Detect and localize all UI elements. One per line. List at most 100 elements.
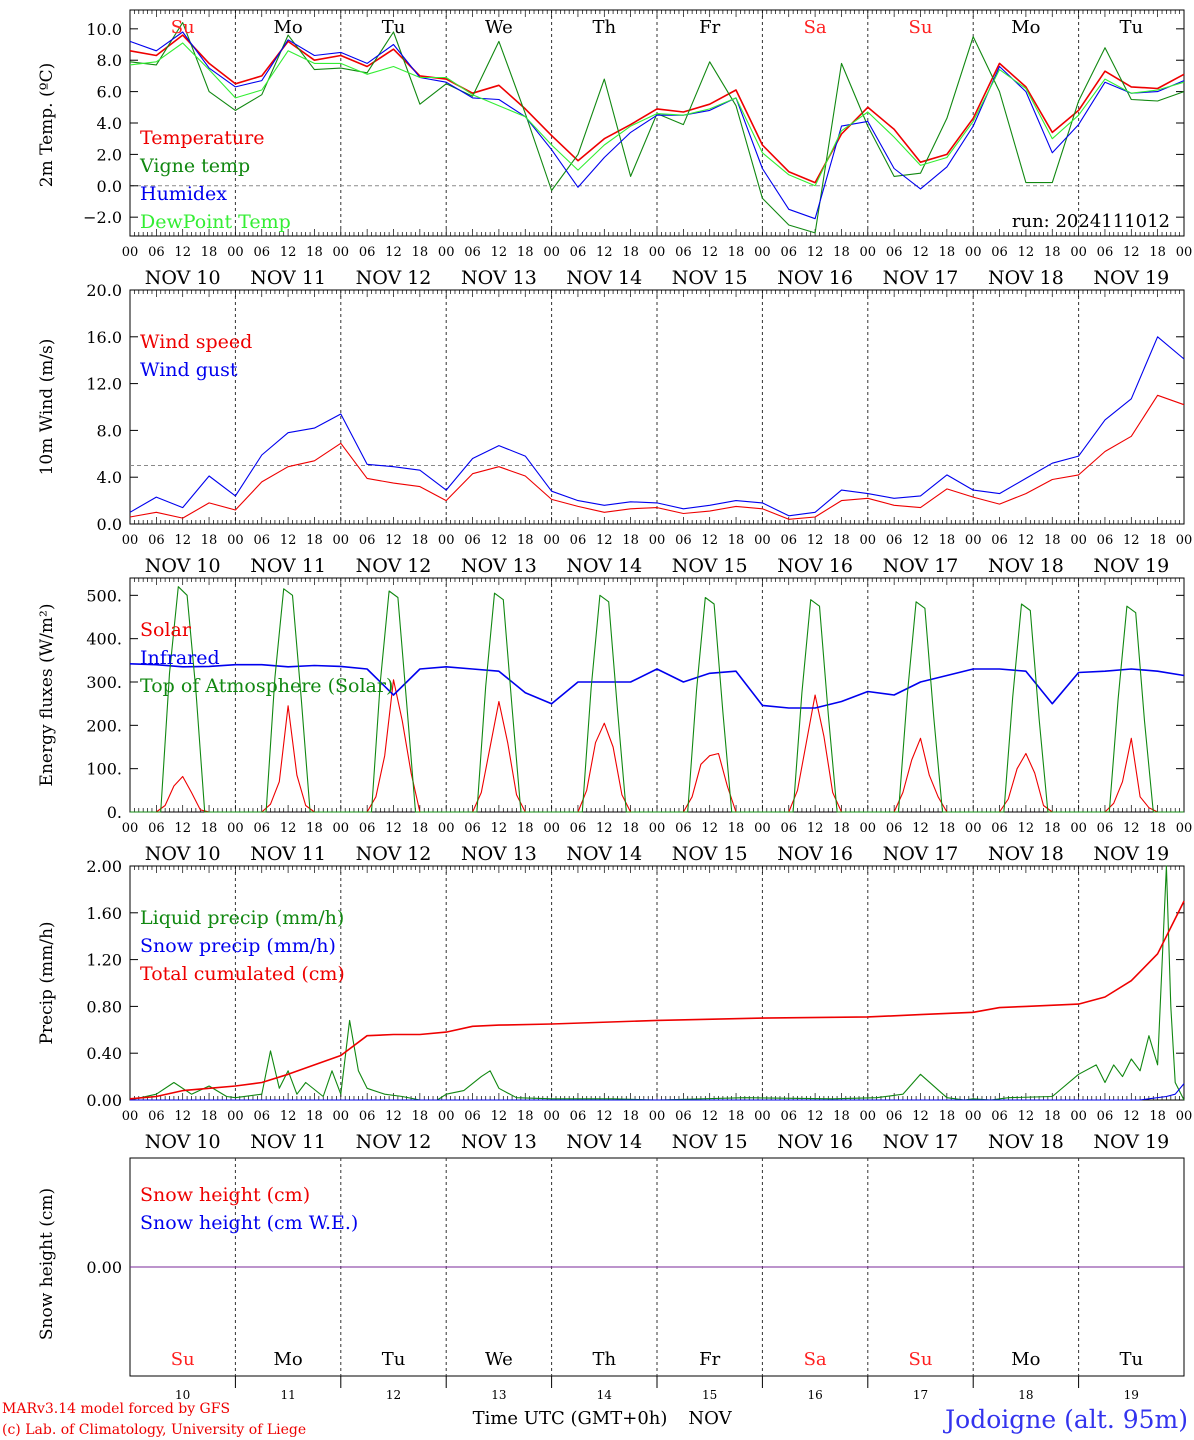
date-label: NOV 11	[250, 555, 326, 577]
hour-tick-label: 12	[491, 1109, 508, 1124]
legend-entry: DewPoint Temp	[140, 211, 291, 233]
date-label: NOV 17	[883, 1131, 959, 1153]
y-axis-label: 10m Wind (m/s)	[37, 339, 57, 476]
date-label: NOV 11	[250, 1131, 326, 1153]
y-tick-label: 2.0	[97, 145, 122, 164]
hour-tick-label: 00	[649, 821, 666, 836]
weekday-label: Fr	[699, 1349, 720, 1370]
date-label: NOV 11	[250, 843, 326, 865]
date-label: NOV 17	[883, 843, 959, 865]
hour-tick-label: 12	[807, 245, 824, 260]
legend-entry: Infrared	[140, 647, 220, 669]
weekday-label: Mo	[273, 1349, 302, 1370]
hour-tick-label: 06	[886, 245, 903, 260]
hour-tick-label: 18	[201, 245, 218, 260]
date-label: NOV 15	[672, 555, 748, 577]
series-line-green	[129, 865, 1185, 1101]
hour-tick-label: 18	[1149, 1109, 1166, 1124]
hour-tick-label: 12	[701, 533, 718, 548]
date-label: NOV 16	[777, 843, 853, 865]
hour-tick-label: 00	[543, 533, 560, 548]
hour-tick-label: 06	[991, 821, 1008, 836]
hour-tick-label: 06	[780, 245, 797, 260]
hour-tick-label: 00	[860, 1109, 877, 1124]
y-tick-label: 400.	[86, 630, 122, 649]
hour-tick-label: 12	[912, 245, 929, 260]
legend-entry: Snow height (cm W.E.)	[140, 1212, 358, 1234]
hour-tick-label: 12	[174, 1109, 191, 1124]
hour-tick-label: 18	[201, 1109, 218, 1124]
hour-tick-label: 00	[543, 821, 560, 836]
y-tick-label: 1.20	[86, 951, 122, 970]
weekday-label: Su	[171, 1349, 195, 1370]
day-number-label: 16	[807, 1388, 822, 1402]
hour-tick-label: 06	[780, 821, 797, 836]
hour-tick-label: 18	[517, 1109, 534, 1124]
x-axis-label: Time UTC (GMT+0h)	[473, 1408, 668, 1429]
hour-tick-label: 18	[412, 245, 429, 260]
hour-tick-label: 18	[306, 245, 323, 260]
panel-energy: 0. 100. 200. 300. 400. 500. Energy fluxes (W/m…	[37, 577, 1192, 865]
hour-tick-label: 00	[649, 245, 666, 260]
hour-tick-label: 12	[596, 1109, 613, 1124]
y-tick-label: 100.	[86, 760, 122, 779]
hour-tick-label: 12	[807, 1109, 824, 1124]
day-number-label: 18	[1018, 1388, 1033, 1402]
hour-tick-label: 18	[306, 821, 323, 836]
date-label: NOV 12	[356, 555, 432, 577]
y-tick-label: 200.	[86, 716, 122, 735]
y-tick-label: 0.80	[86, 997, 122, 1016]
y-tick-label: 2.00	[86, 857, 122, 876]
y-tick-label: 0.0	[97, 515, 122, 534]
hour-tick-label: 12	[1018, 1109, 1035, 1124]
y-tick-label: 16.0	[86, 328, 122, 347]
series-line-green	[130, 586, 1184, 813]
hour-tick-label: 00	[1176, 245, 1193, 260]
day-number-label: 13	[491, 1388, 506, 1402]
footer: MARv3.14 model forced by GFS (c) Lab. of…	[2, 1401, 1188, 1438]
panel-temp: 10.0 8.0 6.0 4.0 2.0 0.0 −2.0 2m Temp. (ºC) Temp…	[37, 9, 1193, 289]
hour-tick-label: 18	[201, 533, 218, 548]
hour-tick-label: 00	[649, 533, 666, 548]
hour-tick-label: 12	[491, 533, 508, 548]
hour-tick-label: 00	[965, 533, 982, 548]
hour-tick-label: 06	[1097, 533, 1114, 548]
hour-tick-label: 00	[754, 245, 771, 260]
hour-tick-label: 12	[596, 821, 613, 836]
hour-tick-label: 06	[886, 533, 903, 548]
y-tick-label: −2.0	[83, 208, 122, 227]
hour-tick-label: 12	[385, 245, 402, 260]
date-label: NOV 10	[145, 555, 221, 577]
date-label: NOV 11	[250, 267, 326, 289]
series-line-lightgreen	[129, 42, 1185, 187]
date-label: NOV 18	[988, 843, 1064, 865]
date-label: NOV 18	[988, 555, 1064, 577]
day-number-label: 14	[597, 1388, 613, 1402]
hour-tick-label: 06	[886, 1109, 903, 1124]
date-label: NOV 17	[883, 555, 959, 577]
hour-tick-label: 00	[965, 245, 982, 260]
hour-tick-label: 12	[280, 1109, 297, 1124]
hour-tick-label: 06	[991, 1109, 1008, 1124]
series-line-red	[129, 394, 1185, 520]
hour-tick-label: 18	[1044, 1109, 1061, 1124]
legend-entry: Solar	[140, 619, 192, 641]
date-label: NOV 14	[566, 1131, 642, 1153]
hour-tick-label: 00	[122, 245, 139, 260]
hour-tick-label: 00	[227, 821, 244, 836]
hour-tick-label: 06	[253, 821, 270, 836]
hour-tick-label: 06	[253, 1109, 270, 1124]
date-label: NOV 15	[672, 843, 748, 865]
y-tick-label: 4.0	[97, 468, 122, 487]
hour-tick-label: 06	[675, 245, 692, 260]
hour-tick-label: 06	[1097, 1109, 1114, 1124]
date-label: NOV 17	[883, 267, 959, 289]
hour-tick-label: 06	[780, 1109, 797, 1124]
hour-tick-label: 00	[122, 821, 139, 836]
y-tick-label: 4.0	[97, 114, 122, 133]
weekday-label: Mo	[1011, 17, 1040, 38]
weekday-label: Sa	[804, 1349, 827, 1370]
date-label: NOV 13	[461, 843, 537, 865]
y-tick-label: 0.40	[86, 1044, 122, 1063]
hour-tick-label: 12	[596, 533, 613, 548]
